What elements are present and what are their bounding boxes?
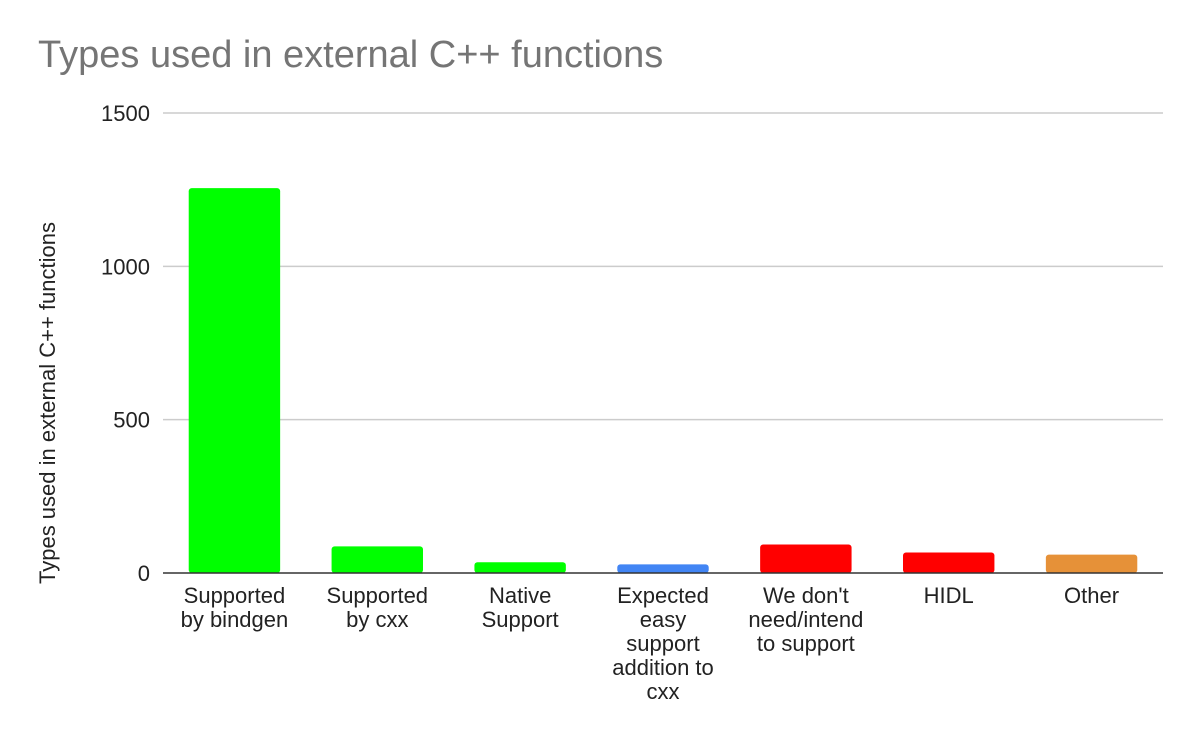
bar [617,564,709,573]
bar [1045,554,1138,573]
chart-title: Types used in external C++ functions [38,34,664,76]
gridlines [163,112,1163,421]
bar [188,188,281,573]
x-category-label: HIDL [924,583,974,608]
bar [474,562,566,573]
x-category-label: Supported by cxx [327,583,429,632]
x-category-label: Expected easy support addition to cxx [612,583,714,704]
bar [331,546,423,573]
bars [188,188,1138,573]
y-tick-label: 1500 [101,101,150,126]
x-category-label: Supported by bindgen [181,583,289,632]
y-axis-label: Types used in external C++ functions [35,222,60,584]
x-category-label: We don't need/intend to support [748,583,863,656]
y-axis-ticks: 0 500 1000 1500 [101,101,150,586]
x-axis-labels: Supported by bindgen Supported by cxx Native… [181,583,1119,704]
y-tick-label: 500 [113,408,150,433]
x-category-label: Native Support [482,583,559,632]
bar [760,544,852,573]
y-tick-label: 1000 [101,254,150,279]
bar [903,552,995,573]
y-tick-label: 0 [138,561,150,586]
x-category-label: Other [1064,583,1119,608]
